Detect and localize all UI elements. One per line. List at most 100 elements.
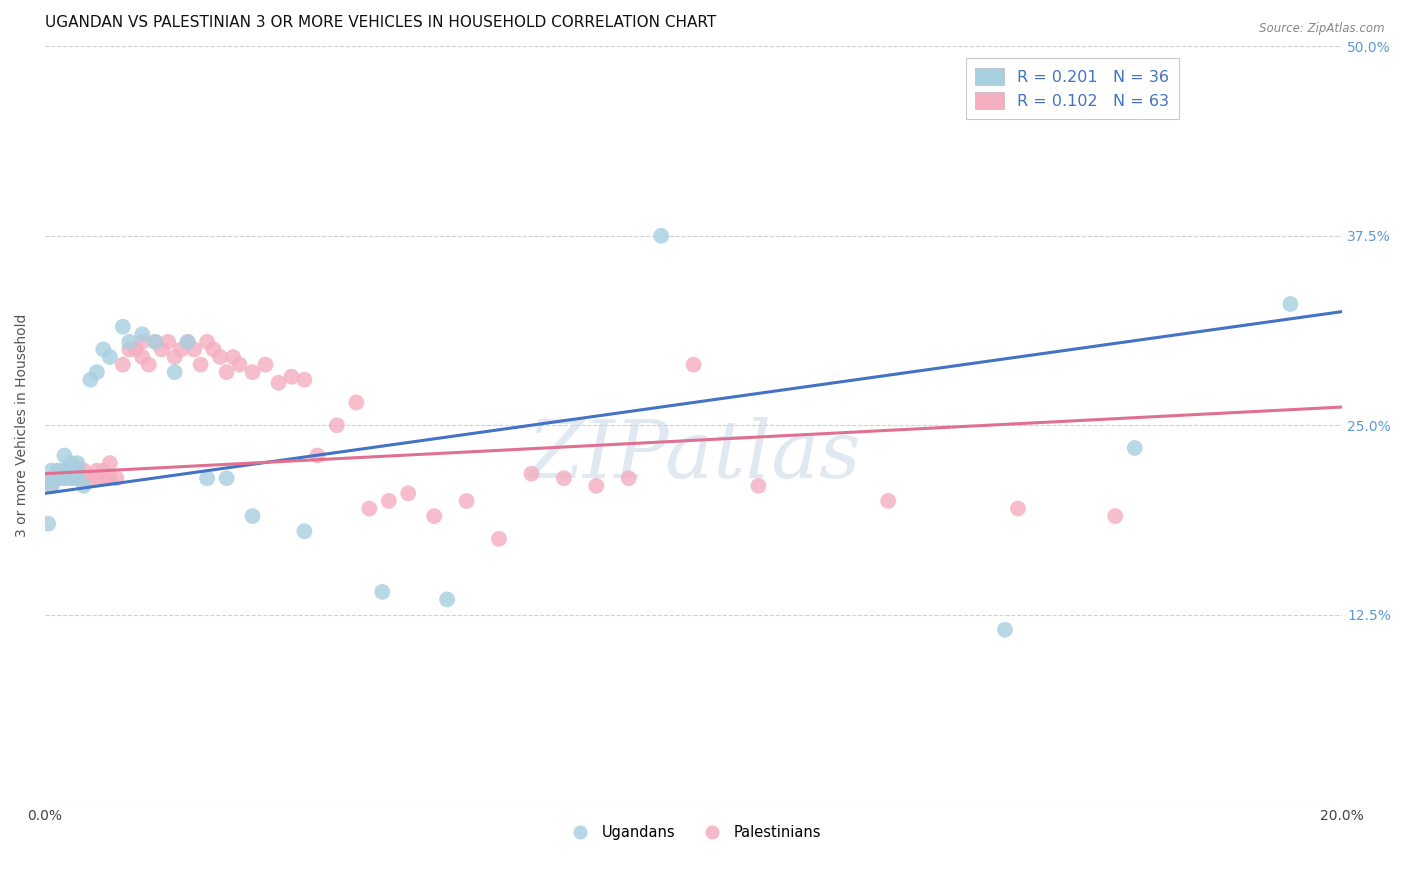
Point [585, 479, 607, 493]
Text: ZIPatlas: ZIPatlas [527, 417, 860, 494]
Point [650, 228, 672, 243]
Point [994, 623, 1017, 637]
Point [682, 358, 704, 372]
Point [242, 365, 264, 379]
Point [125, 343, 148, 357]
Point [143, 334, 166, 349]
Point [307, 449, 329, 463]
Point [163, 350, 186, 364]
Point [59, 471, 82, 485]
Point [138, 358, 160, 372]
Point [59, 471, 82, 485]
Point [66, 471, 89, 485]
Point [111, 358, 134, 372]
Point [344, 395, 367, 409]
Point [1104, 509, 1126, 524]
Point [73, 479, 96, 493]
Point [66, 464, 89, 478]
Point [326, 418, 349, 433]
Point [93, 471, 115, 485]
Point [111, 319, 134, 334]
Point [98, 471, 121, 485]
Point [423, 509, 446, 524]
Y-axis label: 3 or more Vehicles in Household: 3 or more Vehicles in Household [15, 313, 30, 537]
Point [190, 358, 212, 372]
Point [183, 343, 205, 357]
Point [46, 464, 69, 478]
Point [280, 369, 302, 384]
Point [53, 471, 76, 485]
Point [59, 456, 82, 470]
Point [228, 358, 250, 372]
Point [371, 585, 394, 599]
Point [553, 471, 575, 485]
Text: Source: ZipAtlas.com: Source: ZipAtlas.com [1260, 22, 1385, 36]
Point [118, 334, 141, 349]
Point [46, 464, 69, 478]
Point [150, 343, 173, 357]
Point [41, 471, 63, 485]
Point [66, 471, 89, 485]
Point [79, 373, 101, 387]
Point [1279, 297, 1302, 311]
Point [294, 524, 316, 539]
Point [53, 464, 76, 478]
Point [242, 509, 264, 524]
Point [86, 471, 108, 485]
Point [59, 464, 82, 478]
Point [267, 376, 290, 390]
Point [202, 343, 225, 357]
Point [215, 471, 238, 485]
Legend: Ugandans, Palestinians: Ugandans, Palestinians [560, 819, 827, 846]
Point [396, 486, 419, 500]
Point [118, 343, 141, 357]
Point [98, 456, 121, 470]
Point [41, 464, 63, 478]
Point [157, 334, 180, 349]
Point [209, 350, 232, 364]
Point [37, 516, 59, 531]
Point [53, 449, 76, 463]
Point [131, 350, 153, 364]
Point [176, 334, 198, 349]
Point [163, 365, 186, 379]
Point [59, 464, 82, 478]
Point [98, 350, 121, 364]
Point [143, 334, 166, 349]
Point [215, 365, 238, 379]
Point [66, 456, 89, 470]
Point [73, 464, 96, 478]
Point [877, 494, 900, 508]
Point [93, 464, 115, 478]
Point [53, 471, 76, 485]
Point [488, 532, 510, 546]
Point [377, 494, 399, 508]
Point [93, 343, 115, 357]
Point [359, 501, 381, 516]
Point [105, 471, 128, 485]
Point [41, 471, 63, 485]
Point [46, 471, 69, 485]
Point [747, 479, 769, 493]
Point [617, 471, 640, 485]
Point [436, 592, 458, 607]
Point [176, 334, 198, 349]
Point [254, 358, 277, 372]
Point [222, 350, 245, 364]
Point [1123, 441, 1146, 455]
Point [456, 494, 478, 508]
Point [86, 365, 108, 379]
Point [41, 479, 63, 493]
Point [170, 343, 193, 357]
Point [1007, 501, 1029, 516]
Point [41, 479, 63, 493]
Point [46, 471, 69, 485]
Point [195, 334, 218, 349]
Point [73, 471, 96, 485]
Point [66, 460, 89, 475]
Point [195, 471, 218, 485]
Point [86, 464, 108, 478]
Point [53, 464, 76, 478]
Point [79, 471, 101, 485]
Point [294, 373, 316, 387]
